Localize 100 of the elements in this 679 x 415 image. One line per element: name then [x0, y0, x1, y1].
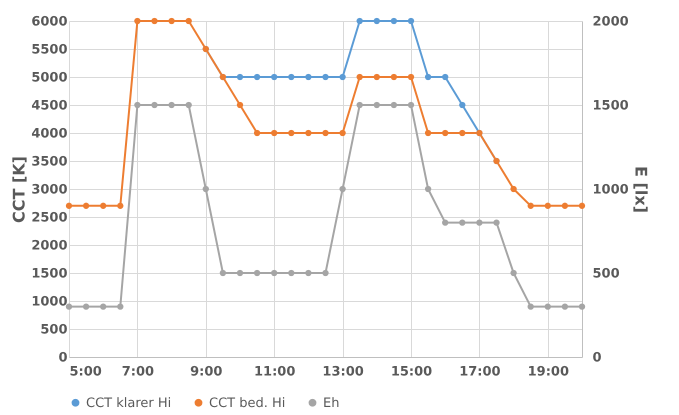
point — [168, 102, 175, 108]
point — [202, 186, 209, 192]
point — [356, 18, 363, 24]
point — [408, 102, 414, 108]
point — [578, 202, 586, 209]
point — [459, 102, 466, 108]
point — [442, 74, 448, 80]
y2-tick-label: 1000 — [592, 182, 629, 198]
point — [339, 186, 346, 192]
point — [356, 102, 363, 108]
x-tick-label: 5:00 — [70, 364, 102, 380]
point — [510, 186, 517, 192]
point — [459, 130, 466, 136]
y2-tick-label: 2000 — [592, 14, 629, 30]
y2-tick-label: 1500 — [592, 98, 629, 114]
point — [322, 130, 329, 136]
point — [66, 303, 72, 310]
x-tick-label: 17:00 — [459, 364, 501, 380]
point — [236, 74, 244, 80]
point — [305, 270, 312, 276]
point — [305, 130, 312, 136]
point — [408, 18, 414, 24]
point — [134, 102, 141, 108]
x-tick-label: 19:00 — [528, 364, 569, 380]
point — [134, 18, 141, 24]
point — [117, 202, 124, 209]
point — [544, 303, 551, 310]
x-tick-label: 13:00 — [322, 364, 364, 380]
point — [390, 74, 398, 80]
point — [528, 303, 534, 310]
point — [510, 270, 517, 276]
point — [254, 74, 260, 80]
point — [100, 303, 106, 310]
point — [408, 74, 414, 80]
point — [339, 74, 346, 80]
point — [254, 270, 260, 276]
y-tick-label: 4000 — [31, 126, 68, 142]
point — [186, 102, 192, 108]
legend-label: CCT bed. Hi — [209, 396, 286, 411]
point — [236, 102, 244, 108]
point — [374, 18, 380, 24]
y2-axis-title: E [lx] — [632, 166, 651, 213]
point — [424, 186, 432, 192]
point — [442, 219, 448, 226]
y2-tick-label: 500 — [592, 266, 620, 282]
point — [271, 270, 278, 276]
y-tick-label: 1500 — [31, 266, 68, 282]
point — [562, 303, 568, 310]
point — [442, 130, 448, 136]
x-tick-label: 11:00 — [254, 364, 296, 380]
x-tick-label: 15:00 — [390, 364, 432, 380]
y-tick-label: 2000 — [31, 238, 68, 254]
y-tick-label: 2500 — [31, 210, 68, 226]
legend-label: CCT klarer Hi — [86, 396, 172, 411]
point — [117, 303, 124, 310]
point — [254, 130, 260, 136]
point — [424, 74, 432, 80]
point — [476, 219, 483, 226]
y-tick-label: 5500 — [31, 42, 68, 58]
point — [374, 102, 380, 108]
point — [528, 202, 534, 209]
point — [322, 270, 329, 276]
point — [82, 303, 90, 310]
point — [100, 202, 106, 209]
point — [322, 74, 329, 80]
y-tick-label: 3500 — [31, 154, 68, 170]
x-tick-label: 7:00 — [122, 364, 154, 380]
y-tick-label: 6000 — [31, 14, 68, 30]
x-tick-label: 9:00 — [190, 364, 222, 380]
point — [271, 130, 278, 136]
y-tick-label: 4500 — [31, 98, 68, 114]
point — [459, 219, 466, 226]
point — [151, 102, 158, 108]
point — [305, 74, 312, 80]
point — [236, 270, 244, 276]
point — [390, 18, 398, 24]
point — [66, 202, 72, 209]
point — [288, 130, 294, 136]
point — [168, 18, 175, 24]
y-tick-label: 500 — [40, 322, 68, 338]
point — [288, 270, 294, 276]
y-axis-title: CCT [K] — [9, 156, 28, 223]
point — [578, 303, 586, 310]
point — [151, 18, 158, 24]
point — [220, 270, 226, 276]
y-tick-label: 1000 — [31, 294, 68, 310]
point — [544, 202, 551, 209]
point — [288, 74, 294, 80]
y2-tick-label: 0 — [592, 350, 602, 366]
point — [82, 202, 90, 209]
legend-label: Eh — [323, 396, 340, 411]
point — [356, 74, 363, 80]
point — [493, 219, 500, 226]
point — [374, 74, 380, 80]
y-tick-label: 3000 — [31, 182, 68, 198]
point — [424, 130, 432, 136]
point — [562, 202, 568, 209]
point — [186, 18, 192, 24]
y-tick-label: 0 — [58, 350, 68, 366]
point — [339, 130, 346, 136]
